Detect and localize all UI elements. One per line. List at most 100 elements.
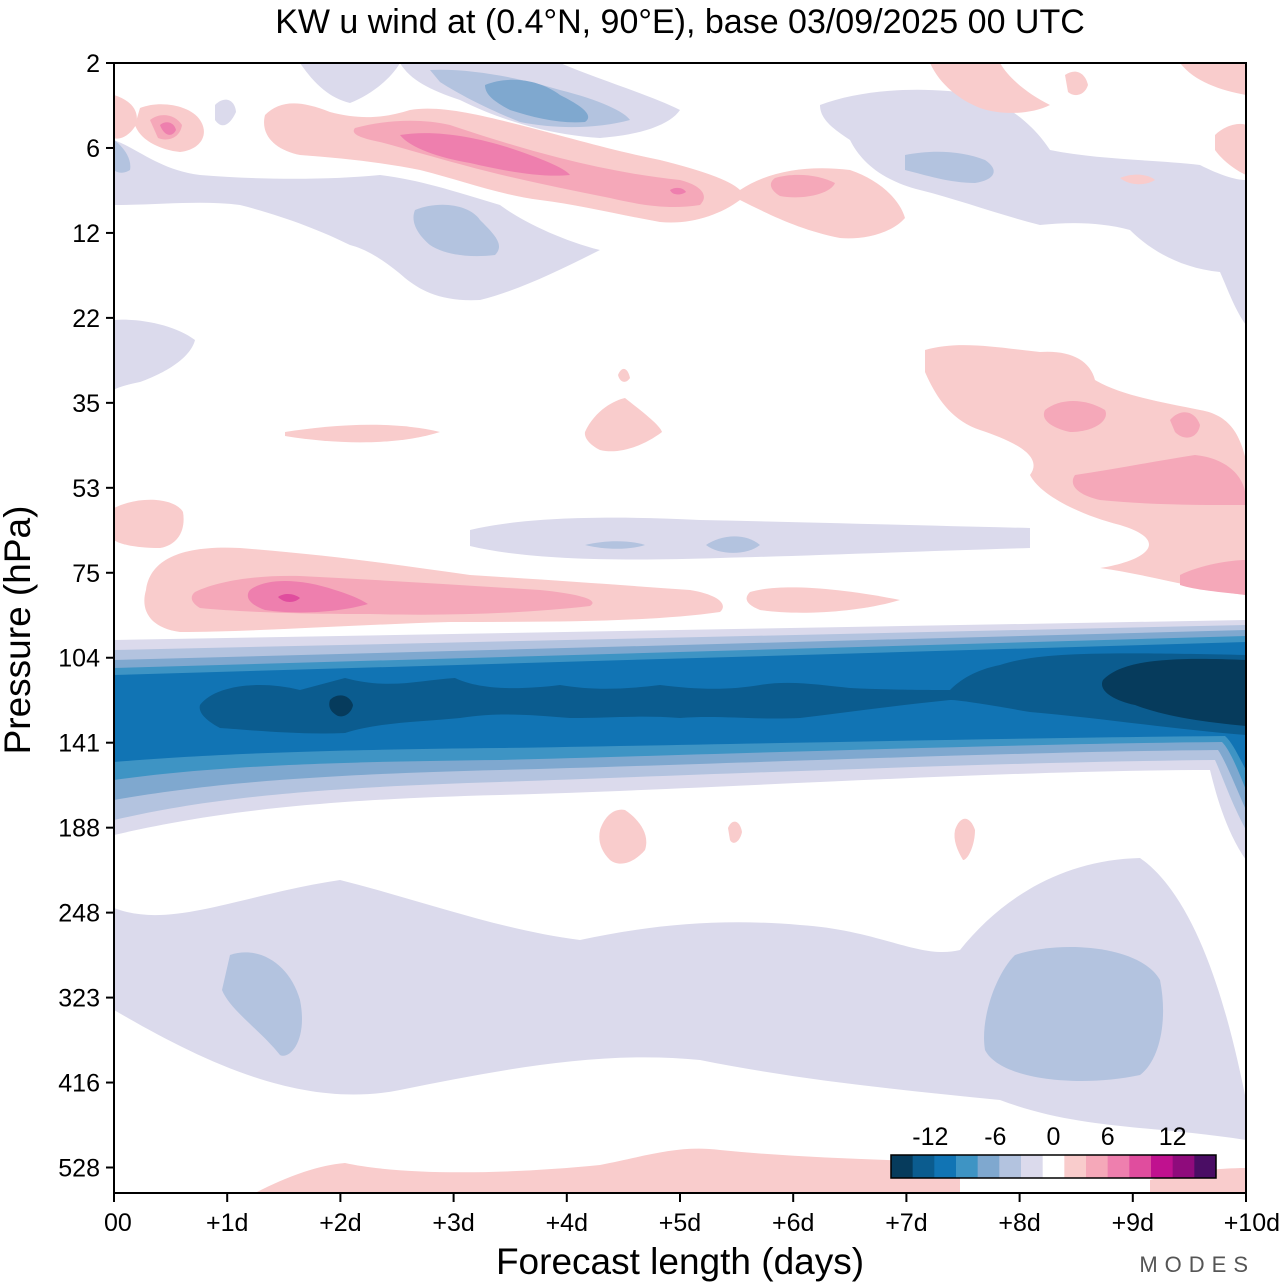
x-tick-label: +10d [1224,1209,1280,1237]
colorbar-swatch [1129,1155,1152,1178]
contour-pink-top-right-c [1215,123,1246,175]
x-tick-label: +2d [319,1209,361,1237]
contour-bluegray-day8 [984,947,1164,1082]
y-tick-label: 53 [72,475,100,503]
contour-bluegray-day2 [222,952,302,1056]
contour-lavender-upper-left [114,140,600,301]
colorbar-swatch [999,1155,1022,1178]
colorbar-tick-label: 6 [1101,1123,1115,1151]
colorbar-swatch [1064,1155,1087,1178]
colorbar-swatch [1042,1155,1065,1178]
contour-pink-35hPa-c [618,368,630,382]
colorbar-swatch [891,1155,914,1178]
colorbar-tick-label: 12 [1159,1123,1187,1151]
contour-pink-35hPa-b [584,398,662,452]
contour-lavender-top-c [215,99,236,126]
contour-rose-right-a [1043,401,1106,432]
y-tick-label: 104 [58,645,100,673]
contour-rose-right-b [1170,412,1200,438]
contour-pink-35hPa-a [285,424,440,443]
contour-bluegray-6hPa-left [114,140,131,173]
y-tick-label: 35 [72,390,100,418]
colorbar-swatch [1021,1155,1044,1178]
contour-lavender-22hPa-left [114,319,195,390]
chart-title: KW u wind at (0.4°N, 90°E), base 03/09/2… [275,3,1085,41]
colorbar-swatch [1086,1155,1109,1178]
contour-pink-top-right-b [1180,63,1246,95]
colorbar-swatch [1194,1155,1217,1178]
colorbar-swatch [977,1155,1000,1178]
x-tick-label: +3d [432,1209,474,1237]
y-tick-label: 6 [86,135,100,163]
contour-magenta-small [670,187,686,195]
contour-bluegray-12hPa [413,204,500,257]
colorbar-swatch [1172,1155,1195,1178]
contour-bluegray-6hPa-right [905,151,994,183]
contour-pink-right-mid [925,345,1246,595]
colorbar-swatch [1151,1155,1174,1178]
colorbar-swatch [956,1155,979,1178]
contour-jet-core-day2 [329,695,353,717]
contour-pink-750b [746,587,900,613]
colorbar-tick-label: -12 [912,1123,948,1151]
x-tick-label: +4d [546,1209,588,1237]
colorbar: -12 -6 0 6 12 [890,1123,1217,1179]
y-tick-label: 22 [72,305,100,333]
contour-jet-core-day9 [1101,658,1246,726]
colorbar-swatch [1107,1155,1130,1178]
contour-pink-188b [728,821,742,843]
contour-pink-10hPa-right [1120,174,1155,185]
contour-pink-188c [954,818,975,860]
x-tick-label: +9d [1112,1209,1154,1237]
contour-magenta-day0.5 [160,122,176,135]
contour-pink-528hPa [255,1148,960,1193]
x-tick-label: +8d [998,1209,1040,1237]
contour-pink-top-right-d [1065,71,1088,96]
x-tick-label: +1d [206,1209,248,1237]
contour-magenta-75hPa [247,581,368,613]
contour-magenta-upper-strat [400,133,570,176]
y-tick-label: 416 [58,1070,100,1098]
y-tick-label: 2 [86,50,100,78]
x-tick-label: +5d [659,1209,701,1237]
colorbar-swatch [912,1155,935,1178]
colorbar-frame [890,1154,1217,1179]
x-axis: 00 +1d +2d +3d +4d +5d +6d +7d +8d +9d +10d [104,1193,1280,1237]
contour-lavender-upper-tropo [114,858,1246,1140]
modes-credit: MODES [1139,1252,1255,1277]
contour-jet-darkblue [199,653,1246,735]
contour-pink-528hPa-right [1150,1168,1246,1193]
y-tick-label: 248 [58,900,100,928]
contour-rose-right-d [1180,560,1246,595]
contour-pink-upper-left [114,95,137,139]
contour-rose-6d [770,174,835,198]
colorbar-tick-label: 0 [1047,1123,1061,1151]
y-tick-label: 75 [72,560,100,588]
y-axis-label: Pressure (hPa) [0,506,38,755]
contour-rose-right-c [1072,455,1246,505]
x-axis-label: Forecast length (days) [496,1241,864,1282]
contour-bluegray-60b [706,536,760,553]
y-tick-label: 141 [58,730,100,758]
colorbar-swatch [934,1155,957,1178]
contour-lightblue-top [485,79,589,123]
y-axis: 2 6 12 22 35 53 75 104 141 188 248 323 416 528 [58,50,114,1183]
contour-pink-53left [114,499,184,548]
contour-lavender-top-a [300,63,400,103]
contour-lavender-60hPa [470,517,1030,560]
contour-bluegray-60a [585,541,645,549]
contour-pink-188a [599,809,647,864]
x-tick-label: 00 [104,1209,132,1237]
contour-lavender-upper-right [820,89,1246,325]
y-tick-label: 12 [72,220,100,248]
y-tick-label: 188 [58,815,100,843]
contour-pink-top-right [930,63,1050,113]
x-tick-label: +7d [885,1209,927,1237]
contour-deepmagenta-75hPa [278,594,300,602]
y-tick-label: 323 [58,985,100,1013]
contour-field [114,63,1246,1193]
x-tick-label: +6d [772,1209,814,1237]
colorbar-tick-label: -6 [984,1123,1006,1151]
y-tick-label: 528 [58,1155,100,1183]
